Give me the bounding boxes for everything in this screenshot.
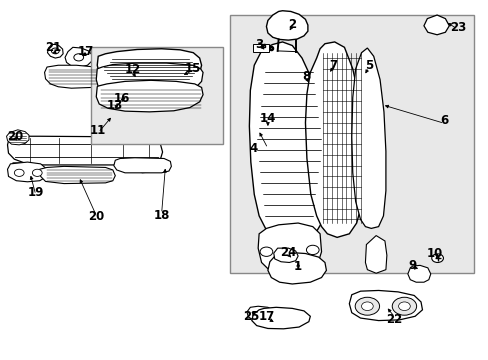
Text: 11: 11 bbox=[90, 124, 106, 137]
Text: 10: 10 bbox=[426, 247, 442, 260]
Text: 12: 12 bbox=[124, 63, 140, 76]
Text: 23: 23 bbox=[449, 21, 465, 34]
Polygon shape bbox=[47, 44, 63, 58]
Polygon shape bbox=[351, 48, 385, 228]
Text: 16: 16 bbox=[113, 92, 129, 105]
Polygon shape bbox=[65, 47, 92, 67]
Circle shape bbox=[354, 297, 379, 315]
Text: 14: 14 bbox=[259, 112, 276, 125]
Polygon shape bbox=[7, 136, 162, 165]
Text: 21: 21 bbox=[45, 41, 61, 54]
Polygon shape bbox=[114, 158, 171, 173]
Text: 9: 9 bbox=[408, 259, 416, 272]
Polygon shape bbox=[7, 162, 47, 182]
Polygon shape bbox=[365, 235, 386, 273]
Circle shape bbox=[14, 169, 24, 176]
FancyBboxPatch shape bbox=[91, 47, 222, 144]
Circle shape bbox=[431, 254, 443, 262]
Polygon shape bbox=[267, 252, 326, 284]
Text: 8: 8 bbox=[302, 69, 310, 82]
Polygon shape bbox=[97, 49, 201, 85]
Polygon shape bbox=[348, 291, 422, 320]
Text: 5: 5 bbox=[364, 59, 372, 72]
Polygon shape bbox=[44, 65, 115, 88]
Polygon shape bbox=[246, 306, 276, 321]
Circle shape bbox=[306, 245, 319, 255]
Polygon shape bbox=[266, 11, 307, 40]
Text: 2: 2 bbox=[287, 18, 296, 31]
Polygon shape bbox=[6, 130, 29, 145]
Circle shape bbox=[398, 302, 409, 311]
Polygon shape bbox=[10, 163, 25, 173]
Text: 20: 20 bbox=[87, 210, 103, 223]
Polygon shape bbox=[407, 265, 430, 282]
Circle shape bbox=[361, 302, 372, 311]
Text: 1: 1 bbox=[293, 260, 302, 273]
Polygon shape bbox=[273, 248, 298, 262]
Text: 13: 13 bbox=[107, 99, 123, 112]
Text: 17: 17 bbox=[258, 310, 274, 323]
Text: 17: 17 bbox=[78, 45, 94, 58]
FancyBboxPatch shape bbox=[229, 15, 473, 273]
Polygon shape bbox=[305, 42, 363, 237]
Text: 24: 24 bbox=[280, 246, 296, 259]
Text: 3: 3 bbox=[255, 38, 263, 51]
Polygon shape bbox=[137, 163, 152, 173]
Circle shape bbox=[260, 247, 272, 256]
Text: 6: 6 bbox=[439, 114, 447, 127]
Circle shape bbox=[74, 54, 83, 61]
Polygon shape bbox=[258, 223, 321, 271]
Polygon shape bbox=[40, 166, 115, 184]
Text: 20: 20 bbox=[7, 130, 23, 144]
Text: 25: 25 bbox=[242, 310, 259, 324]
Text: 19: 19 bbox=[27, 186, 44, 199]
Text: 22: 22 bbox=[386, 312, 402, 326]
Circle shape bbox=[32, 169, 42, 176]
Circle shape bbox=[391, 297, 416, 315]
Polygon shape bbox=[251, 307, 310, 329]
Polygon shape bbox=[96, 63, 203, 95]
FancyBboxPatch shape bbox=[252, 44, 269, 52]
Text: 4: 4 bbox=[249, 142, 257, 155]
Polygon shape bbox=[96, 80, 203, 112]
Circle shape bbox=[51, 48, 59, 54]
Polygon shape bbox=[249, 42, 326, 244]
Text: 15: 15 bbox=[185, 62, 201, 75]
Polygon shape bbox=[423, 15, 448, 35]
Text: 18: 18 bbox=[153, 210, 169, 222]
Text: 7: 7 bbox=[328, 59, 337, 72]
